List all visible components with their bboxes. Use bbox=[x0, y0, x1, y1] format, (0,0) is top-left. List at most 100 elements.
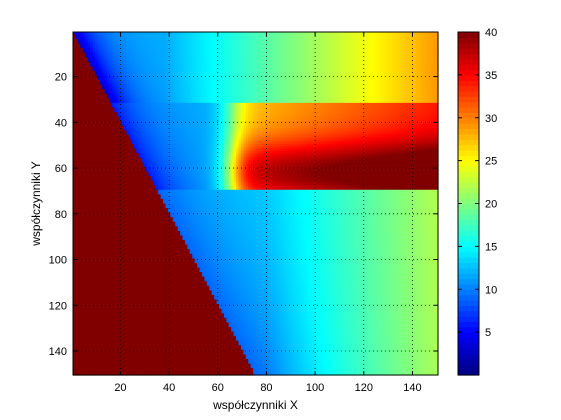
heatmap-cell bbox=[321, 75, 325, 79]
heatmap-cell bbox=[170, 54, 174, 58]
heatmap-cell bbox=[435, 43, 439, 47]
heatmap-cell bbox=[85, 73, 89, 77]
heatmap-cell bbox=[394, 34, 398, 38]
heatmap-cell bbox=[216, 66, 220, 70]
heatmap-cell bbox=[167, 61, 171, 65]
heatmap-cell bbox=[209, 52, 213, 56]
heatmap-cell bbox=[99, 34, 103, 38]
heatmap-cell bbox=[177, 77, 181, 81]
heatmap-cell bbox=[321, 43, 325, 47]
heatmap-cell bbox=[386, 50, 390, 54]
heatmap-cell bbox=[333, 66, 337, 70]
heatmap-cell bbox=[362, 48, 366, 51]
heatmap-cell bbox=[141, 32, 145, 35]
heatmap-cell bbox=[73, 59, 77, 63]
heatmap-cell bbox=[352, 57, 356, 61]
heatmap-cell bbox=[253, 70, 257, 74]
heatmap-cell bbox=[160, 48, 164, 51]
heatmap-cell bbox=[301, 52, 305, 56]
heatmap-cell bbox=[277, 73, 281, 77]
heatmap-cell bbox=[94, 45, 98, 49]
heatmap-cell bbox=[408, 75, 412, 79]
heatmap-cell bbox=[408, 54, 412, 58]
heatmap-cell bbox=[248, 59, 252, 63]
heatmap-cell bbox=[75, 70, 79, 74]
heatmap-cell bbox=[267, 41, 271, 45]
heatmap-cell bbox=[238, 50, 242, 54]
heatmap-cell bbox=[201, 50, 205, 54]
heatmap-cell bbox=[299, 80, 303, 83]
heatmap-cell bbox=[389, 68, 393, 72]
heatmap-cell bbox=[114, 70, 118, 74]
heatmap-cell bbox=[425, 45, 429, 49]
heatmap-cell bbox=[87, 80, 91, 83]
heatmap-cell bbox=[148, 50, 152, 54]
heatmap-cell bbox=[248, 36, 252, 40]
heatmap-cell bbox=[352, 64, 356, 67]
heatmap-cell bbox=[250, 52, 254, 56]
heatmap-cell bbox=[163, 59, 167, 63]
heatmap-cell bbox=[433, 59, 437, 63]
heatmap-cell bbox=[167, 64, 171, 67]
heatmap-cell bbox=[277, 34, 281, 38]
heatmap-cell bbox=[133, 50, 137, 54]
heatmap-cell bbox=[238, 68, 242, 72]
heatmap-cell bbox=[333, 52, 337, 56]
heatmap-cell bbox=[182, 77, 186, 81]
heatmap-cell bbox=[245, 70, 249, 74]
heatmap-cell bbox=[121, 54, 125, 58]
heatmap-cell bbox=[384, 32, 388, 35]
heatmap-cell bbox=[355, 59, 359, 63]
heatmap-cell bbox=[90, 45, 94, 49]
heatmap-cell bbox=[155, 38, 159, 42]
heatmap-cell bbox=[277, 80, 281, 83]
heatmap-cell bbox=[321, 61, 325, 65]
heatmap-cell bbox=[382, 75, 386, 79]
heatmap-cell bbox=[126, 61, 130, 65]
heatmap-cell bbox=[233, 73, 237, 77]
heatmap-cell bbox=[304, 59, 308, 63]
heatmap-cell bbox=[401, 75, 405, 79]
heatmap-cell bbox=[233, 59, 237, 63]
heatmap-cell bbox=[136, 52, 140, 56]
heatmap-cell bbox=[335, 77, 339, 81]
heatmap-cell bbox=[374, 59, 378, 63]
heatmap-cell bbox=[309, 54, 313, 58]
heatmap-cell bbox=[87, 77, 91, 81]
heatmap-cell bbox=[365, 73, 369, 77]
heatmap-cell bbox=[197, 80, 201, 83]
heatmap-cell bbox=[272, 80, 276, 83]
heatmap-cell bbox=[223, 59, 227, 63]
heatmap-cell bbox=[292, 50, 296, 54]
heatmap-cell bbox=[408, 45, 412, 49]
heatmap-cell bbox=[299, 41, 303, 45]
heatmap-cell bbox=[279, 64, 283, 67]
heatmap-cell bbox=[360, 61, 364, 65]
heatmap-cell bbox=[226, 64, 230, 67]
heatmap-cell bbox=[150, 75, 154, 79]
heatmap-cell bbox=[90, 36, 94, 40]
heatmap-cell bbox=[223, 54, 227, 58]
heatmap-cell bbox=[209, 80, 213, 83]
heatmap-cell bbox=[267, 43, 271, 47]
heatmap-cell bbox=[111, 45, 115, 49]
heatmap-cell bbox=[428, 36, 432, 40]
heatmap-cell bbox=[403, 80, 407, 83]
heatmap-cell bbox=[306, 57, 310, 61]
heatmap-cell bbox=[274, 43, 278, 47]
heatmap-cell bbox=[192, 80, 196, 83]
heatmap-cell bbox=[386, 34, 390, 38]
heatmap-cell bbox=[189, 73, 193, 77]
heatmap-cell bbox=[136, 57, 140, 61]
heatmap-cell bbox=[250, 45, 254, 49]
heatmap-cell bbox=[184, 36, 188, 40]
heatmap-cell bbox=[428, 61, 432, 65]
heatmap-cell bbox=[221, 54, 225, 58]
heatmap-cell bbox=[85, 41, 89, 45]
heatmap-cell bbox=[367, 32, 371, 35]
heatmap-cell bbox=[253, 73, 257, 77]
heatmap-cell bbox=[340, 68, 344, 72]
heatmap-cell bbox=[136, 82, 140, 86]
heatmap-cell bbox=[352, 52, 356, 56]
heatmap-cell bbox=[292, 68, 296, 72]
